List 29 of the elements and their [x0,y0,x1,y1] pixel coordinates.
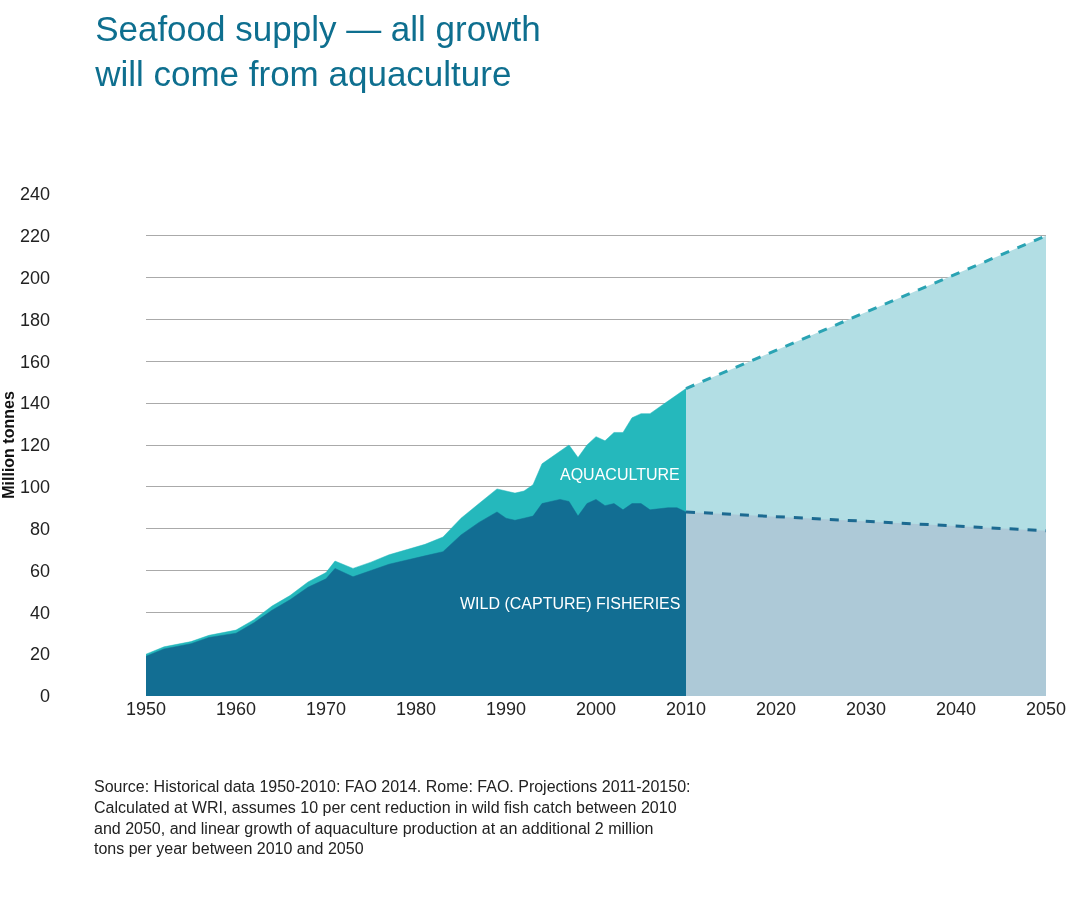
y-tick-label: 0 [39,686,50,707]
x-tick-label: 2020 [755,699,797,719]
y-tick-label: 40 [29,602,50,623]
x-tick-label: 1950 [125,699,167,719]
x-tick-label: 2040 [935,699,977,719]
chart-title: Seafood supply — all growth will come from aquaculture [94,8,541,94]
source-note: Source: Historical data 1950-2010: FAO 2014. Rome: FAO. Projections 2011-20150: Calculated at WRI, assumes 10 per cent reduction in wild fish catch between 2010 and 2050, and linear growth of aquaculture production at an additional 2 million tons per year between 2010 and 2050 [94,778,691,858]
y-tick-label: 240 [19,184,50,205]
x-tick-label: 1960 [215,699,257,719]
series-label: WILD (CAPTURE) FISHERIES [460,595,681,612]
y-axis-title: Million tonnes [0,391,17,499]
x-tick-label: 2050 [1025,699,1067,719]
x-tick-label: 1980 [395,699,437,719]
x-tick-label: 1990 [485,699,527,719]
y-tick-label: 200 [19,267,50,288]
y-tick-label: 100 [19,477,50,498]
series-label: AQUACULTURE [560,466,680,483]
y-tick-label: 160 [19,351,50,372]
y-tick-label: 140 [19,393,50,414]
y-tick-label: 80 [29,518,50,539]
x-tick-label: 2000 [575,699,617,719]
x-tick-label: 1970 [305,699,347,719]
x-tick-label: 2030 [845,699,887,719]
y-tick-label: 120 [19,435,50,456]
y-tick-label: 60 [29,560,50,581]
x-tick-label: 2010 [665,699,707,719]
y-tick-label: 180 [19,309,50,330]
y-tick-label: 20 [29,644,50,665]
y-tick-label: 220 [19,226,50,247]
